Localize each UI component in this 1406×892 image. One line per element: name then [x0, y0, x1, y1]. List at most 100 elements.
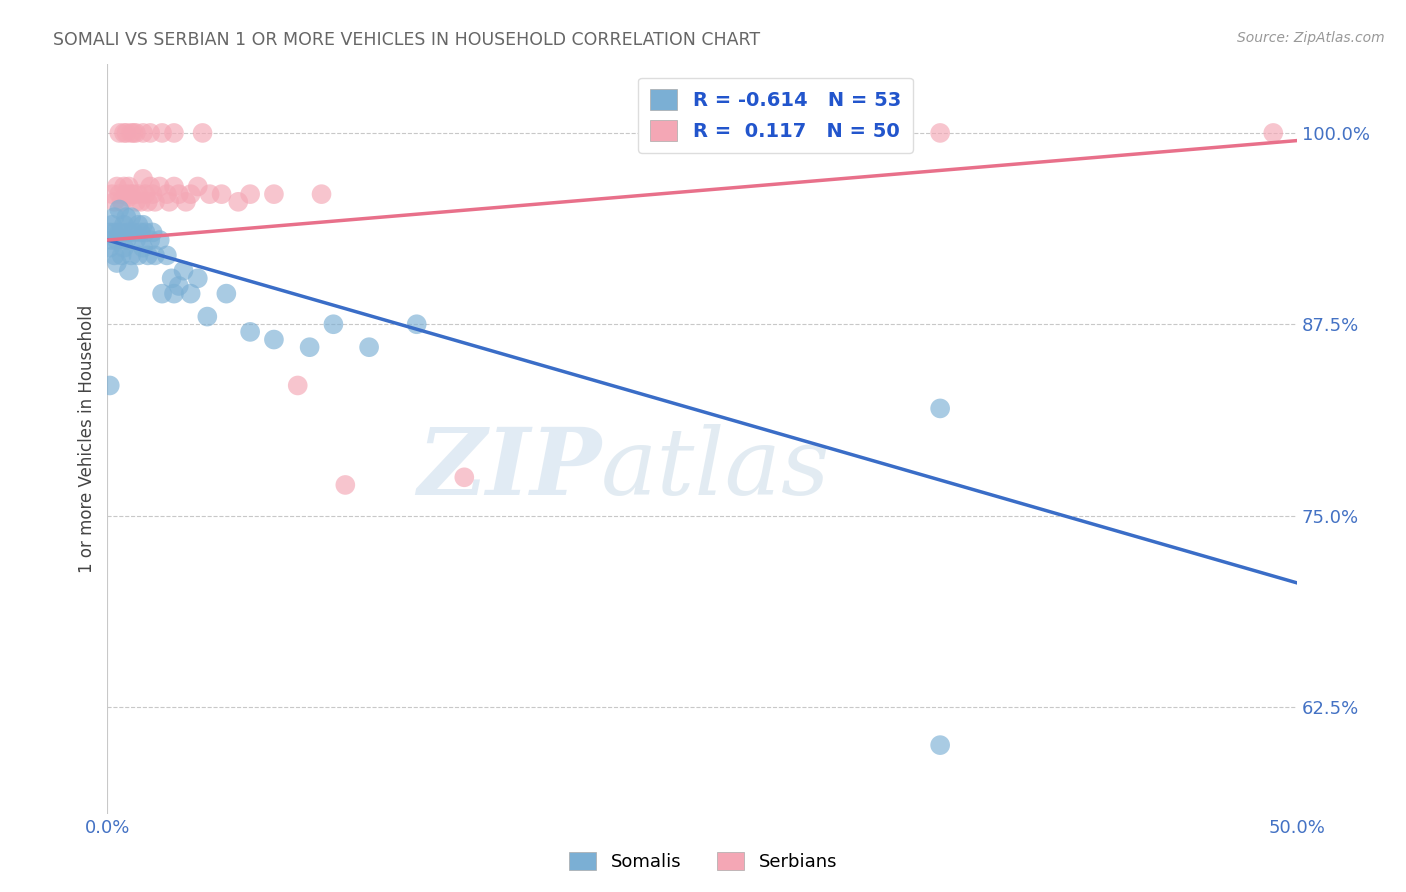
Point — [129, 194, 152, 209]
Point — [335, 478, 357, 492]
Point — [120, 126, 142, 140]
Point — [143, 194, 166, 209]
Point — [120, 187, 142, 202]
Point — [149, 233, 172, 247]
Point — [134, 187, 156, 202]
Point — [125, 233, 148, 247]
Point — [101, 218, 124, 232]
Point — [118, 226, 141, 240]
Point — [136, 194, 159, 209]
Point — [132, 172, 155, 186]
Point — [103, 210, 125, 224]
Point — [127, 187, 149, 202]
Point — [112, 218, 135, 232]
Point — [191, 126, 214, 140]
Text: ZIP: ZIP — [416, 424, 602, 514]
Point — [139, 233, 162, 247]
Point — [149, 179, 172, 194]
Point — [127, 218, 149, 232]
Point — [322, 318, 344, 332]
Point — [120, 248, 142, 262]
Point — [239, 187, 262, 202]
Point — [101, 233, 124, 247]
Point — [239, 325, 262, 339]
Point — [98, 241, 121, 255]
Point — [263, 187, 285, 202]
Point — [118, 190, 141, 204]
Point — [405, 318, 427, 332]
Point — [132, 218, 155, 232]
Point — [115, 210, 138, 224]
Point — [298, 340, 321, 354]
Point — [150, 126, 173, 140]
Point — [142, 187, 165, 202]
Point — [143, 248, 166, 262]
Point — [180, 187, 202, 202]
Point — [453, 470, 475, 484]
Point — [167, 187, 190, 202]
Point — [929, 401, 952, 416]
Y-axis label: 1 or more Vehicles in Household: 1 or more Vehicles in Household — [79, 305, 96, 574]
Point — [105, 179, 128, 194]
Point — [163, 179, 186, 194]
Point — [156, 248, 179, 262]
Point — [226, 194, 249, 209]
Point — [929, 126, 952, 140]
Text: atlas: atlas — [602, 424, 831, 514]
Point — [112, 126, 135, 140]
Point — [108, 226, 131, 240]
Point — [125, 194, 148, 209]
Point — [103, 226, 125, 240]
Point — [150, 286, 173, 301]
Point — [163, 286, 186, 301]
Point — [132, 126, 155, 140]
Point — [115, 233, 138, 247]
Point — [180, 286, 202, 301]
Point — [120, 210, 142, 224]
Point — [108, 202, 131, 217]
Point — [929, 738, 952, 752]
Point — [111, 248, 134, 262]
Point — [111, 194, 134, 209]
Point — [98, 378, 121, 392]
Point — [160, 271, 183, 285]
Point — [112, 241, 135, 255]
Point — [98, 226, 121, 240]
Point — [111, 226, 134, 240]
Point — [105, 233, 128, 247]
Point — [108, 187, 131, 202]
Text: Source: ZipAtlas.com: Source: ZipAtlas.com — [1237, 31, 1385, 45]
Point — [1263, 126, 1285, 140]
Point — [167, 279, 190, 293]
Point — [108, 126, 131, 140]
Point — [105, 256, 128, 270]
Text: SOMALI VS SERBIAN 1 OR MORE VEHICLES IN HOUSEHOLD CORRELATION CHART: SOMALI VS SERBIAN 1 OR MORE VEHICLES IN … — [53, 31, 761, 49]
Point — [156, 187, 179, 202]
Point — [129, 226, 152, 240]
Point — [287, 378, 309, 392]
Point — [173, 263, 195, 277]
Point — [103, 248, 125, 262]
Point — [103, 194, 125, 209]
Point — [122, 187, 145, 202]
Point — [157, 194, 180, 209]
Point — [122, 126, 145, 140]
Point — [311, 187, 333, 202]
Point — [101, 187, 124, 202]
Point — [125, 126, 148, 140]
Point — [174, 194, 197, 209]
Point — [198, 187, 221, 202]
Point — [122, 226, 145, 240]
Point — [118, 263, 141, 277]
Point — [115, 126, 138, 140]
Point — [163, 126, 186, 140]
Point — [142, 226, 165, 240]
Point — [112, 179, 135, 194]
Point — [118, 179, 141, 194]
Point — [132, 241, 155, 255]
Point — [215, 286, 238, 301]
Point — [211, 187, 233, 202]
Point — [359, 340, 381, 354]
Point — [187, 271, 209, 285]
Point — [195, 310, 218, 324]
